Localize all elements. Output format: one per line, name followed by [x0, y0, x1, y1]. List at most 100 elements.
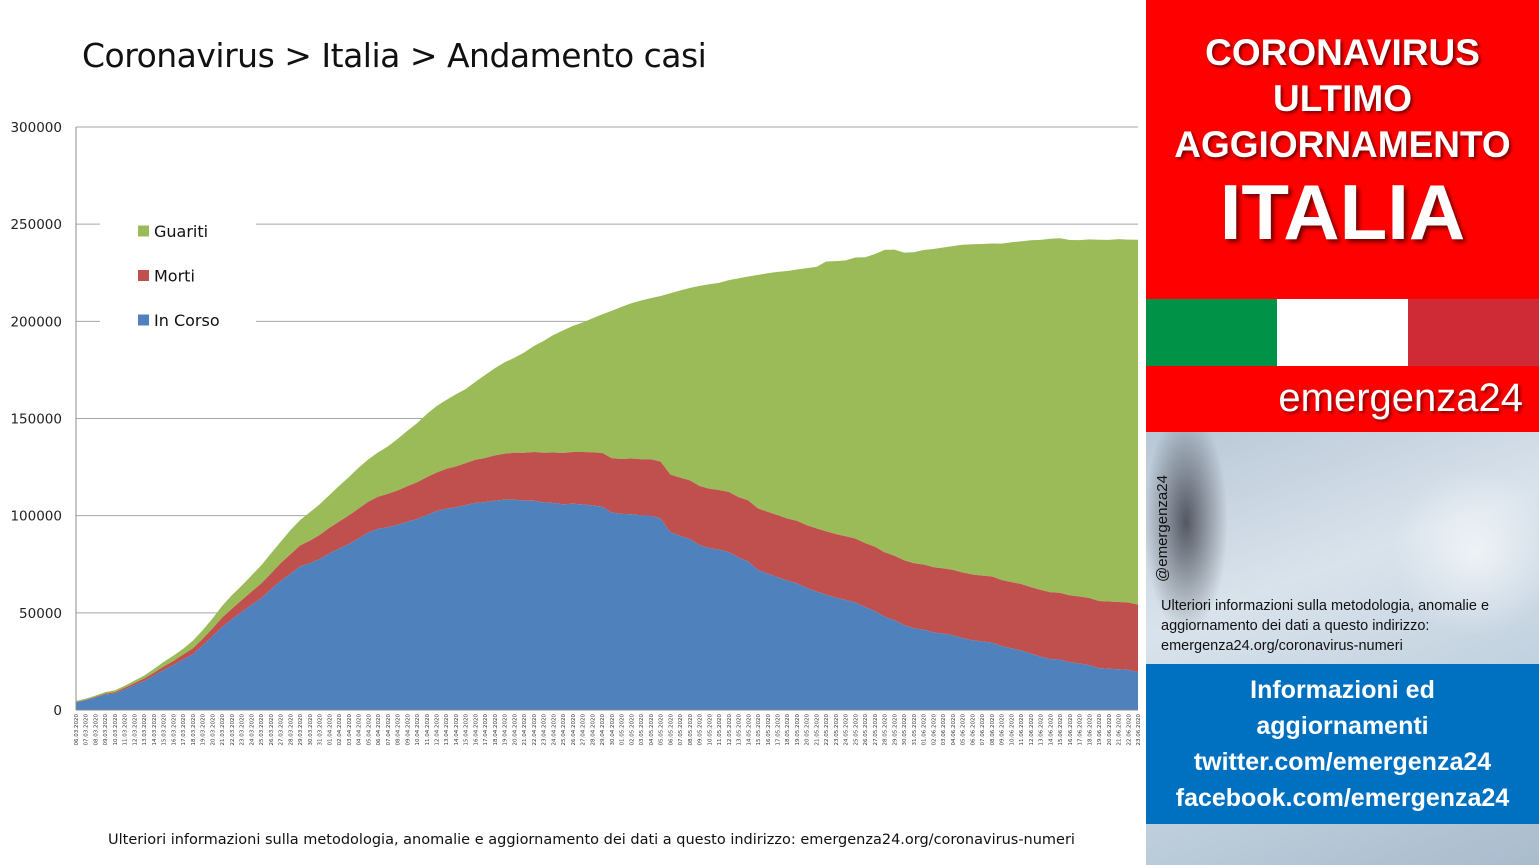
x-tick-label: 22.03.2020 — [230, 714, 236, 746]
area-guariti — [76, 238, 1138, 703]
x-tick-label: 19.05.2020 — [795, 714, 801, 746]
footer-note: Ulteriori informazioni sulla metodologia… — [108, 832, 1075, 848]
legend: Guariti Morti In Corso — [100, 210, 256, 340]
x-tick-label: 17.03.2020 — [181, 714, 187, 746]
country-name: ITALIA — [1219, 168, 1466, 256]
x-tick-label: 08.03.2020 — [93, 714, 99, 746]
x-tick-label: 13.03.2020 — [142, 714, 148, 746]
x-tick-label: 17.05.2020 — [776, 714, 782, 746]
x-tick-label: 08.04.2020 — [396, 714, 402, 746]
x-tick-label: 20.04.2020 — [512, 714, 518, 746]
x-tick-label: 14.04.2020 — [454, 714, 460, 746]
x-tick-label: 05.06.2020 — [961, 714, 967, 746]
x-tick-label: 18.05.2020 — [785, 714, 791, 746]
social-box: Informazioni ed aggiornamenti twitter.co… — [1146, 664, 1539, 824]
x-tick-label: 09.05.2020 — [698, 714, 704, 746]
x-tick-label: 16.04.2020 — [473, 714, 479, 746]
area-series — [76, 238, 1138, 710]
x-tick-label: 30.03.2020 — [308, 714, 314, 746]
header-line-2: ULTIMO — [1272, 78, 1413, 119]
legend-label: Morti — [154, 267, 195, 286]
x-tick-label: 02.04.2020 — [337, 714, 343, 746]
x-tick-label: 11.03.2020 — [123, 714, 129, 746]
x-tick-label: 09.04.2020 — [405, 714, 411, 746]
x-tick-label: 12.04.2020 — [434, 714, 440, 746]
flag-stripe-white — [1277, 299, 1408, 366]
x-tick-label: 23.04.2020 — [542, 714, 548, 746]
x-tick-label: 18.06.2020 — [1087, 714, 1093, 746]
y-tick-label: 300000 — [10, 120, 62, 136]
x-tick-label: 17.06.2020 — [1078, 714, 1084, 746]
x-tick-label: 22.06.2020 — [1126, 714, 1132, 746]
x-tick-label: 20.06.2020 — [1107, 714, 1113, 746]
x-tick-label: 12.05.2020 — [727, 714, 733, 746]
chart-title: Coronavirus > Italia > Andamento casi — [82, 36, 707, 75]
social-line-1: Informazioni ed — [1250, 676, 1435, 704]
twitter-link[interactable]: twitter.com/emergenza24 — [1193, 748, 1492, 776]
x-tick-label: 09.03.2020 — [103, 714, 109, 746]
area-in-corso — [76, 499, 1138, 710]
side-panel: CORONAVIRUS ULTIMO AGGIORNAMENTO ITALIA … — [1146, 0, 1539, 865]
y-tick-label: 0 — [53, 703, 62, 719]
x-tick-label: 05.05.2020 — [659, 714, 665, 746]
x-tick-label: 19.03.2020 — [201, 714, 207, 746]
x-tick-label: 06.05.2020 — [668, 714, 674, 746]
x-tick-label: 21.06.2020 — [1117, 714, 1123, 746]
legend-swatch — [138, 270, 149, 281]
stacked-area-chart: 0 50000 100000 150000 200000 250000 300000 06.… — [10, 120, 1142, 746]
x-tick-label: 15.06.2020 — [1058, 714, 1064, 746]
x-tick-label: 21.04.2020 — [522, 714, 528, 746]
x-tick-label: 28.03.2020 — [288, 714, 294, 746]
x-tick-label: 31.05.2020 — [912, 714, 918, 746]
x-tick-label: 27.05.2020 — [873, 714, 879, 746]
x-tick-label: 18.04.2020 — [493, 714, 499, 746]
x-tick-label: 14.06.2020 — [1048, 714, 1054, 746]
legend-swatch — [138, 314, 149, 326]
x-tick-label: 23.06.2020 — [1136, 714, 1142, 746]
x-tick-label: 24.05.2020 — [844, 714, 850, 746]
x-tick-label: 29.04.2020 — [600, 714, 606, 746]
flag-stripe-red — [1408, 299, 1539, 366]
facebook-link[interactable]: facebook.com/emergenza24 — [1175, 784, 1510, 812]
x-tick-label: 26.03.2020 — [269, 714, 275, 746]
brand-name: emergenza24 — [1278, 376, 1523, 420]
x-tick-label: 28.04.2020 — [590, 714, 596, 746]
x-tick-label: 21.03.2020 — [220, 714, 226, 746]
x-tick-label: 19.04.2020 — [503, 714, 509, 746]
header-line-3: AGGIORNAMENTO — [1174, 124, 1511, 165]
x-tick-label: 24.04.2020 — [551, 714, 557, 746]
axes — [75, 127, 1138, 711]
social-line-2: aggiornamenti — [1256, 712, 1429, 740]
header-line-1: CORONAVIRUS — [1205, 32, 1480, 73]
x-tick-label: 07.04.2020 — [386, 714, 392, 746]
y-tick-label: 150000 — [10, 412, 62, 428]
x-tick-label: 26.05.2020 — [863, 714, 869, 746]
x-tick-label: 28.05.2020 — [883, 714, 889, 746]
x-tick-label: 06.06.2020 — [970, 714, 976, 746]
y-tick-label: 100000 — [10, 509, 62, 525]
x-tick-label: 05.04.2020 — [366, 714, 372, 746]
x-tick-label: 02.06.2020 — [931, 714, 937, 746]
x-tick-labels: 06.03.2020 07.03.2020 08.03.2020 09.03.2020… — [74, 714, 1142, 746]
brand-bar: emergenza24 — [1146, 366, 1539, 432]
x-tick-label: 18.03.2020 — [191, 714, 197, 746]
x-tick-label: 21.05.2020 — [814, 714, 820, 746]
y-tick-labels: 0 50000 100000 150000 200000 250000 300000 — [10, 120, 62, 719]
x-tick-label: 02.05.2020 — [629, 714, 635, 746]
x-tick-label: 13.05.2020 — [737, 714, 743, 746]
x-tick-label: 04.06.2020 — [951, 714, 957, 746]
panel-info-text: Ulteriori informazioni sulla metodologia… — [1161, 598, 1490, 654]
y-tick-label: 50000 — [19, 606, 62, 622]
x-tick-label: 04.05.2020 — [649, 714, 655, 746]
x-tick-label: 27.04.2020 — [581, 714, 587, 746]
y-tick-label: 250000 — [10, 217, 62, 233]
italian-flag — [1146, 299, 1539, 366]
x-tick-label: 03.04.2020 — [347, 714, 353, 746]
x-tick-label: 11.06.2020 — [1019, 714, 1025, 746]
x-tick-label: 16.05.2020 — [766, 714, 772, 746]
x-tick-label: 25.03.2020 — [259, 714, 265, 746]
x-tick-label: 23.05.2020 — [834, 714, 840, 746]
x-tick-label: 09.06.2020 — [1000, 714, 1006, 746]
x-tick-label: 15.04.2020 — [464, 714, 470, 746]
x-tick-label: 03.05.2020 — [639, 714, 645, 746]
